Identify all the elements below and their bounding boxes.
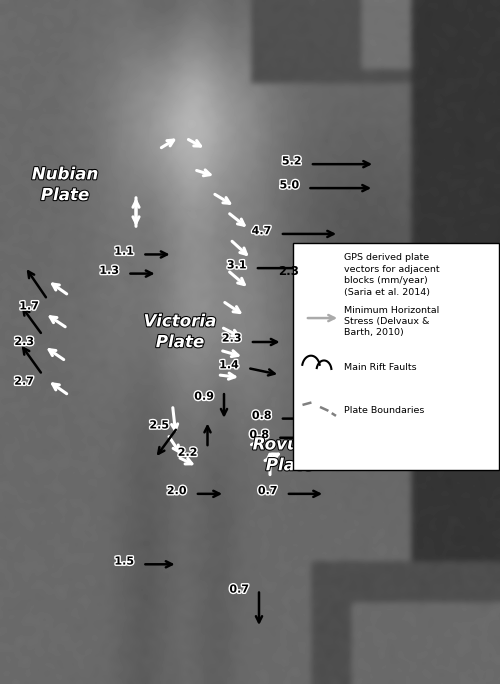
Text: 1.1: 1.1: [114, 247, 134, 256]
Text: 2.7: 2.7: [14, 377, 34, 386]
Text: Somali
Plate: Somali Plate: [328, 278, 392, 317]
Text: Victoria
Plate: Victoria Plate: [144, 313, 216, 351]
Text: Minimum Horizontal
Stress (Delvaux &
Barth, 2010): Minimum Horizontal Stress (Delvaux & Bar…: [344, 306, 440, 337]
Text: Nubian
Plate: Nubian Plate: [32, 166, 98, 204]
Text: 2.3: 2.3: [222, 334, 242, 343]
Text: Rovuma
Plate: Rovuma Plate: [252, 436, 328, 474]
Text: 1.7: 1.7: [19, 302, 39, 311]
Text: 4.7: 4.7: [252, 226, 272, 236]
FancyBboxPatch shape: [292, 243, 498, 470]
Text: 2.3: 2.3: [14, 337, 34, 347]
Text: Plate Boundaries: Plate Boundaries: [344, 406, 424, 415]
Text: 0.8: 0.8: [250, 430, 269, 440]
Text: 0.8: 0.8: [252, 411, 272, 421]
Text: 2.5: 2.5: [150, 421, 169, 430]
Text: 0.9: 0.9: [194, 392, 214, 402]
Text: 3.1: 3.1: [227, 261, 246, 270]
Text: 1.5: 1.5: [114, 557, 134, 566]
Text: 1.4: 1.4: [219, 360, 239, 370]
Text: Main Rift Faults: Main Rift Faults: [344, 363, 416, 373]
Text: 0.7: 0.7: [230, 585, 249, 594]
Text: GPS derived plate
vectors for adjacent
blocks (mm/year)
(Saria et al. 2014): GPS derived plate vectors for adjacent b…: [344, 253, 440, 297]
Text: 2.3: 2.3: [278, 265, 299, 278]
Text: 5.2: 5.2: [282, 157, 302, 166]
Text: 1.3: 1.3: [100, 266, 119, 276]
Text: 0.7: 0.7: [258, 486, 278, 496]
Text: 2.2: 2.2: [178, 448, 198, 458]
Text: 2.0: 2.0: [167, 486, 186, 496]
Text: 5.0: 5.0: [280, 181, 299, 190]
